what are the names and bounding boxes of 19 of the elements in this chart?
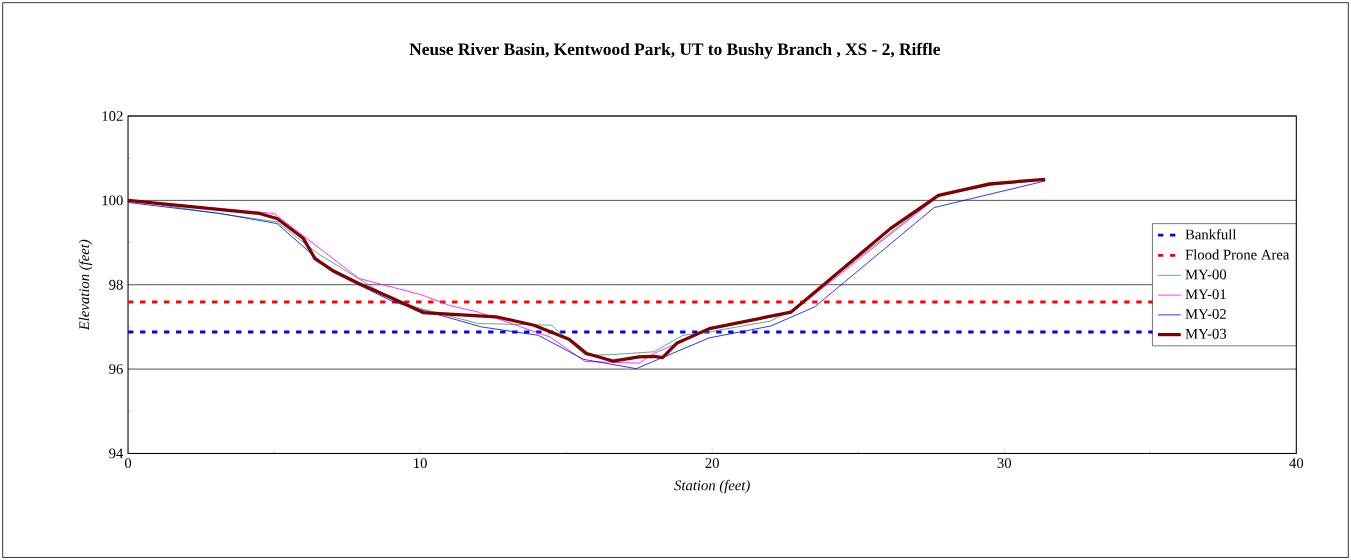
x-tick-label: 20 — [705, 458, 719, 468]
y-axis-title: Elevation (feet) — [78, 239, 93, 331]
legend-label: Flood Prone Area — [1185, 249, 1290, 260]
y-tick-label: 100 — [102, 195, 123, 206]
legend-label: MY-01 — [1185, 289, 1226, 300]
legend-label: Bankfull — [1185, 228, 1237, 240]
x-axis-title: Station (feet) — [674, 479, 750, 494]
y-tick-label: 98 — [109, 279, 123, 290]
legend-label: MY-02 — [1185, 308, 1226, 319]
y-tick-label: 96 — [109, 364, 123, 374]
x-tick-label: 0 — [124, 458, 132, 468]
legend-label: MY-00 — [1185, 269, 1227, 280]
y-tick-label: 102 — [102, 111, 123, 121]
x-tick-label: 10 — [414, 458, 427, 468]
chart-title: Neuse River Basin, Kentwood Park, UT to Bushy Branch , XS - 2, Riffle — [409, 42, 940, 59]
legend-label: MY-03 — [1185, 328, 1227, 339]
x-tick-label: 40 — [1289, 458, 1304, 468]
y-tick-label: 94 — [109, 448, 124, 459]
x-tick-label: 30 — [997, 458, 1012, 468]
